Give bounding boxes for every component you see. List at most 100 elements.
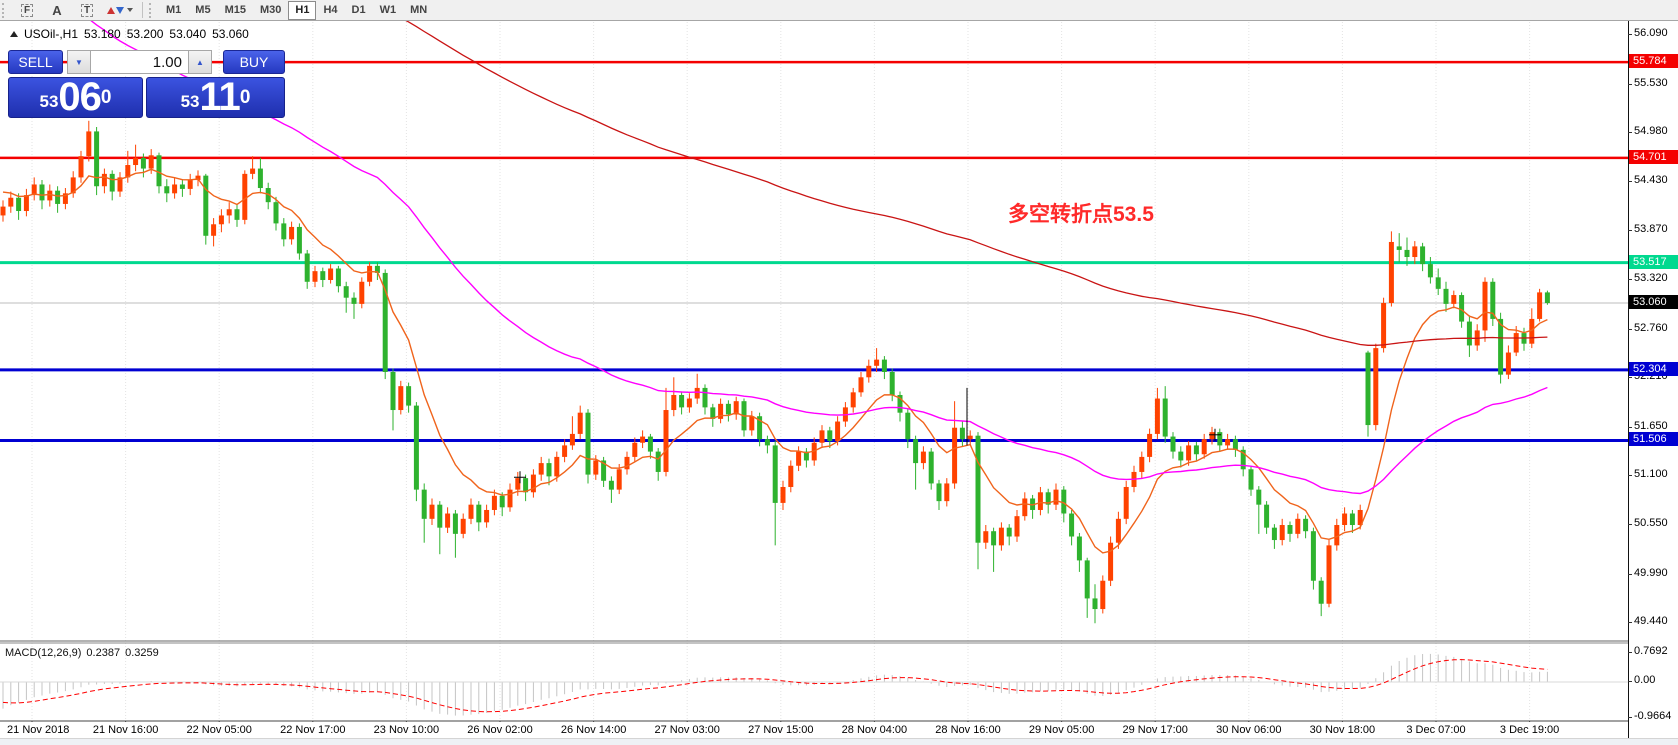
candle-body [632,442,638,457]
candle-body [382,272,388,372]
timeframe-button-d1[interactable]: D1 [351,4,366,16]
sell-button[interactable]: SELL [8,50,63,74]
timeframe-button-h4[interactable]: H4 [323,4,338,16]
candle-body [889,371,895,395]
candle-body [1279,525,1285,541]
candle-body [1053,489,1059,505]
timeframe-button-m1[interactable]: M1 [166,4,182,16]
toolbar-grip[interactable] [2,2,9,18]
sell-price-box[interactable]: 53 06 0 [8,77,143,118]
macd-indicator-label: MACD(12,26,9) 0.2387 0.3259 [5,647,159,659]
price-tick-label: 53.320 [1628,272,1668,284]
candle-body [663,410,669,472]
fibo-frame-tool-button[interactable]: F [13,1,41,20]
candle-body [694,387,700,399]
time-tick-label: 30 Nov 18:00 [1309,724,1376,736]
candle-body [788,465,794,487]
text-tool-icon: A [52,2,62,18]
top-toolbar: F A T M1 M5 M15 M30 H1 H4 D1 W1 MN [0,0,1678,21]
candle-body [601,460,607,481]
candle-body [1420,246,1426,265]
price-tick-label: 56.090 [1628,27,1668,39]
candle-body [1123,486,1129,519]
time-tick-label: 28 Nov 04:00 [841,724,908,736]
candle-body [827,430,833,441]
text-tool-button[interactable]: A [43,1,71,20]
candle-body [733,401,739,415]
candle-body [1365,352,1371,426]
candle-body [1225,439,1231,446]
candle-body [78,156,84,178]
candle-body [8,197,14,207]
text-label-tool-button[interactable]: T [73,1,101,20]
chevron-down-icon [127,8,133,12]
price-tick-label: 54.980 [1628,125,1668,138]
time-tick-label: 29 Nov 05:00 [1028,724,1095,736]
candle-body [1412,246,1418,258]
price-chart-svg[interactable] [0,21,1628,723]
candle-body [1045,492,1051,505]
time-axis[interactable]: 21 Nov 2018 21 Nov 16:00 22 Nov 05:00 22 No… [0,722,1628,738]
candle-body [967,435,973,440]
time-tick-label: 3 Dec 19:00 [1499,724,1560,736]
candle-body [1373,348,1379,426]
lot-increase-button[interactable]: ▲ [188,50,212,74]
candle-body [546,463,552,477]
chart-annotation-text: 多空转折点53.5 [1008,203,1154,226]
candle-body [858,377,864,393]
candle-body [1108,542,1114,581]
candle-body [803,451,809,461]
lot-size-input[interactable] [91,50,188,74]
candle-body [944,483,950,502]
arrows-tool-icon [116,6,124,14]
time-tick-label: 27 Nov 15:00 [748,724,814,736]
time-tick-label: 21 Nov 2018 [7,724,70,736]
candle-body [374,265,380,273]
candle-body [819,430,825,443]
timeframe-button-mn[interactable]: MN [410,4,428,16]
candle-body [281,223,287,240]
candle-body [835,421,841,441]
price-tick-label: 53.870 [1628,223,1668,236]
macd-value-main: 0.2387 [86,647,121,659]
buy-price-box[interactable]: 53 11 0 [146,77,285,118]
candle-body [1357,509,1363,526]
buy-button[interactable]: BUY [223,50,285,74]
ma-slow-line [405,21,1548,346]
candle-body [616,469,622,490]
price-tick-label: 49.440 [1628,615,1668,628]
candle-body [530,474,536,493]
candle-body [1084,560,1090,599]
candle-body [156,155,162,187]
candle-body [23,195,29,212]
toolbar-grip[interactable] [149,2,156,18]
timeframe-button-m5[interactable]: M5 [195,4,211,16]
candle-body [328,268,334,281]
arrows-tool-button[interactable] [103,1,137,20]
candle-body [203,175,209,236]
candle-body [250,168,256,174]
candle-body [1482,281,1488,331]
candle-body [1326,545,1332,604]
timeframe-button-w1[interactable]: W1 [379,4,397,16]
collapse-panel-icon[interactable] [10,31,18,37]
price-tick-label: 51.650 [1628,419,1668,432]
candle-body [1271,527,1277,541]
text-label-tool-icon: T [80,3,94,17]
timeframe-button-h1[interactable]: H1 [288,0,317,20]
candle-body [1529,318,1535,344]
candle-body [1513,333,1519,353]
candle-body [367,265,373,282]
price-axis[interactable]: 56.090 55.530 54.980 54.430 53.870 53.320 52.7… [1627,21,1678,738]
candle-body [39,184,45,201]
candle-body [1232,439,1238,450]
lot-decrease-button[interactable]: ▼ [67,50,91,74]
timeframe-button-m15[interactable]: M15 [224,4,246,16]
timeframe-button-m30[interactable]: M30 [259,4,282,16]
candle-body [218,215,224,225]
candle-body [936,483,942,502]
candle-body [1147,433,1153,457]
candle-body [1092,598,1098,610]
candle-body [476,504,482,523]
candle-body [780,486,786,503]
